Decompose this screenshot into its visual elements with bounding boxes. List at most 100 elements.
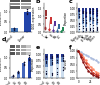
Point [17, 71, 19, 72]
Point [62, 28, 64, 29]
Point [23, 61, 24, 62]
Point [60, 31, 62, 32]
Point [89, 9, 91, 10]
Point [96, 26, 98, 27]
Point [51, 56, 53, 57]
Point [52, 29, 54, 30]
Point [48, 29, 50, 30]
Y-axis label: IDO1 expression: IDO1 expression [32, 7, 36, 29]
Point [56, 71, 58, 73]
Point [62, 70, 64, 71]
Point [82, 30, 84, 31]
Y-axis label: Proportion: Proportion [31, 57, 35, 71]
Point [96, 10, 98, 11]
Point [28, 56, 30, 57]
Point [26, 8, 28, 10]
Point [78, 10, 80, 11]
Point [14, 28, 15, 29]
Point [56, 54, 58, 56]
Point [56, 30, 58, 32]
Bar [82, 8, 84, 14]
Point [56, 30, 58, 31]
Point [78, 13, 80, 14]
Point [62, 29, 64, 30]
Point [82, 21, 84, 22]
Point [86, 30, 87, 31]
Point [56, 54, 58, 56]
Point [44, 27, 46, 28]
Point [78, 9, 80, 10]
Point [46, 70, 47, 72]
Bar [45, 60, 48, 67]
Point [93, 30, 94, 31]
Bar [61, 62, 64, 78]
Point [89, 11, 91, 13]
Point [93, 9, 94, 10]
Point [46, 12, 47, 14]
Point [62, 66, 64, 67]
Point [82, 28, 84, 29]
Point [28, 58, 30, 59]
Point [86, 22, 87, 24]
Point [56, 30, 58, 32]
Point [54, 25, 55, 26]
Bar [24, 12, 31, 32]
Point [62, 58, 64, 59]
Point [93, 28, 94, 29]
Point [93, 10, 94, 12]
Point [56, 62, 58, 63]
Point [82, 13, 84, 14]
Y-axis label: Survival: Survival [64, 58, 68, 69]
Bar [85, 8, 87, 18]
Point [62, 55, 64, 56]
Point [50, 19, 51, 20]
Point [56, 71, 58, 72]
Point [86, 15, 87, 16]
Bar [96, 8, 98, 17]
Bar [50, 66, 53, 78]
Text: e: e [35, 45, 40, 50]
Point [26, 13, 28, 15]
Bar [78, 19, 80, 32]
Point [86, 28, 87, 30]
Point [82, 11, 84, 12]
Point [82, 19, 84, 20]
Point [89, 28, 91, 29]
Point [93, 12, 94, 13]
Y-axis label: Proportion: Proportion [64, 11, 68, 25]
Point [58, 26, 60, 27]
Point [89, 10, 91, 11]
Point [96, 28, 98, 29]
Bar [11, 76, 14, 78]
Point [89, 19, 91, 20]
Bar [89, 14, 91, 22]
Point [50, 17, 51, 18]
Point [46, 74, 47, 75]
Point [23, 61, 24, 63]
Point [56, 59, 58, 61]
Point [78, 17, 80, 18]
Point [51, 73, 53, 74]
Point [48, 28, 50, 29]
Point [12, 75, 13, 77]
Point [46, 55, 47, 56]
Point [12, 75, 13, 76]
Point [82, 10, 84, 11]
Bar [50, 59, 53, 66]
Point [54, 22, 55, 24]
Point [52, 30, 54, 31]
Point [78, 15, 80, 16]
Bar [92, 8, 94, 15]
Point [86, 19, 87, 21]
Point [93, 19, 94, 21]
Bar [85, 27, 87, 32]
Point [46, 61, 47, 62]
Point [46, 56, 47, 57]
Point [23, 65, 24, 66]
Point [46, 61, 47, 62]
Point [62, 56, 64, 57]
Point [62, 66, 64, 68]
Bar [78, 8, 80, 12]
Point [96, 18, 98, 20]
Bar [96, 25, 98, 32]
